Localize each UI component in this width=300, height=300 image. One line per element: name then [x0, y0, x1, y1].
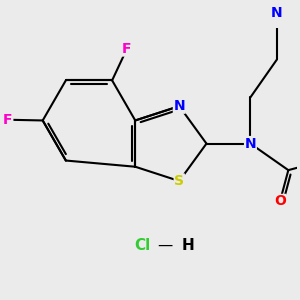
Text: H: H — [182, 238, 195, 253]
Text: Cl: Cl — [134, 238, 150, 253]
Text: O: O — [274, 194, 286, 208]
Text: N: N — [244, 136, 256, 151]
Text: N: N — [173, 99, 185, 113]
Text: N: N — [271, 6, 283, 20]
Text: S: S — [174, 174, 184, 188]
Text: —: — — [158, 238, 173, 253]
Text: F: F — [122, 42, 132, 56]
Text: F: F — [3, 113, 13, 127]
